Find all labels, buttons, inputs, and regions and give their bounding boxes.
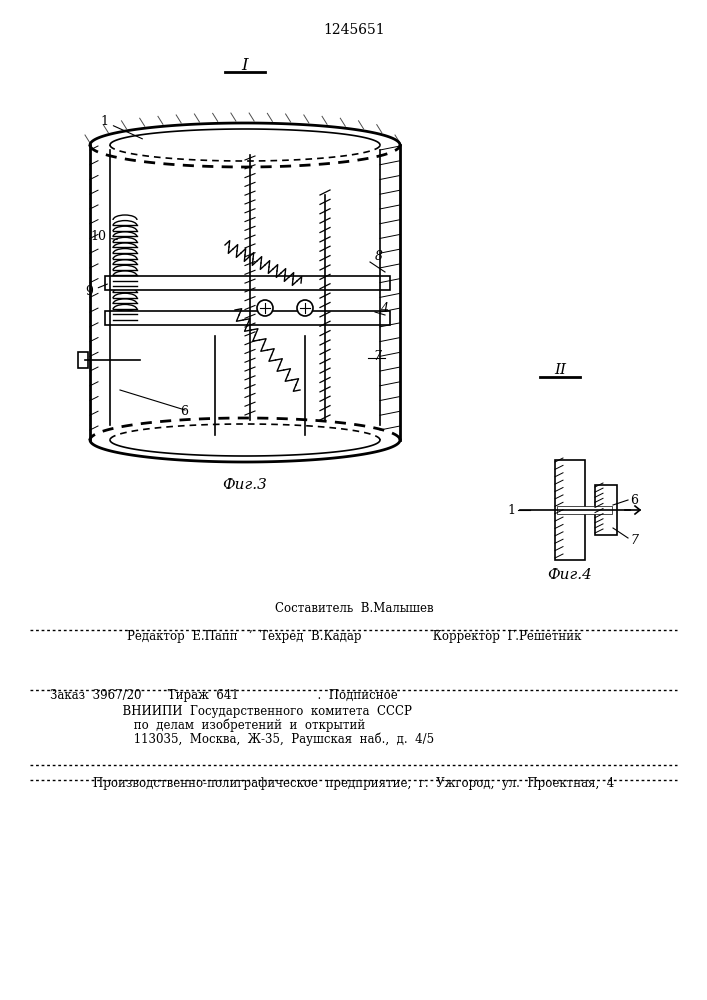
Text: ВНИИПИ  Государственного  комитета  СССР: ВНИИПИ Государственного комитета СССР [100,705,412,718]
Text: Фиг.4: Фиг.4 [547,568,592,582]
Text: Составитель  В.Малышев: Составитель В.Малышев [275,602,433,615]
Text: Заказ  3967/20       Тираж  641                     .  Подписное: Заказ 3967/20 Тираж 641 . Подписное [50,689,398,702]
Bar [555,460,585,560]
Text: Редактор  Е.Папп   ’  Техред  В.Кадар                   Корректор  Г.Решетник: Редактор Е.Папп ’ Техред В.Кадар Коррект… [127,630,581,643]
Text: 9: 9 [85,284,107,298]
Bar [557,506,612,514]
Bar [105,276,390,290]
Text: Фиг.3: Фиг.3 [223,478,267,492]
Circle shape [297,300,313,316]
Text: 7: 7 [373,350,381,363]
Text: 8: 8 [375,250,383,263]
Circle shape [257,300,273,316]
Text: 1245651: 1245651 [323,23,385,37]
Bar [595,485,617,535]
Text: 113035,  Москва,  Ж-35,  Раушская  наб.,  д.  4/5: 113035, Москва, Ж-35, Раушская наб., д. … [100,732,434,746]
Text: I: I [242,56,248,74]
Text: 1: 1 [100,115,143,139]
Text: 4: 4 [380,302,388,315]
Text: по  делам  изобретений  и  открытий: по делам изобретений и открытий [100,718,366,732]
Bar [105,311,390,325]
Text: II: II [554,363,566,377]
Text: 10: 10 [90,230,117,243]
Text: Производственно-полиграфическое  предприятие,  г.  Ужгород,  ул.  Проектная,  4: Производственно-полиграфическое предприя… [93,777,614,790]
Text: 6: 6 [630,493,638,506]
Text: 1: 1 [507,504,515,516]
Bar [78,352,88,368]
Text: 6: 6 [180,405,188,418]
Text: 7: 7 [630,534,638,546]
